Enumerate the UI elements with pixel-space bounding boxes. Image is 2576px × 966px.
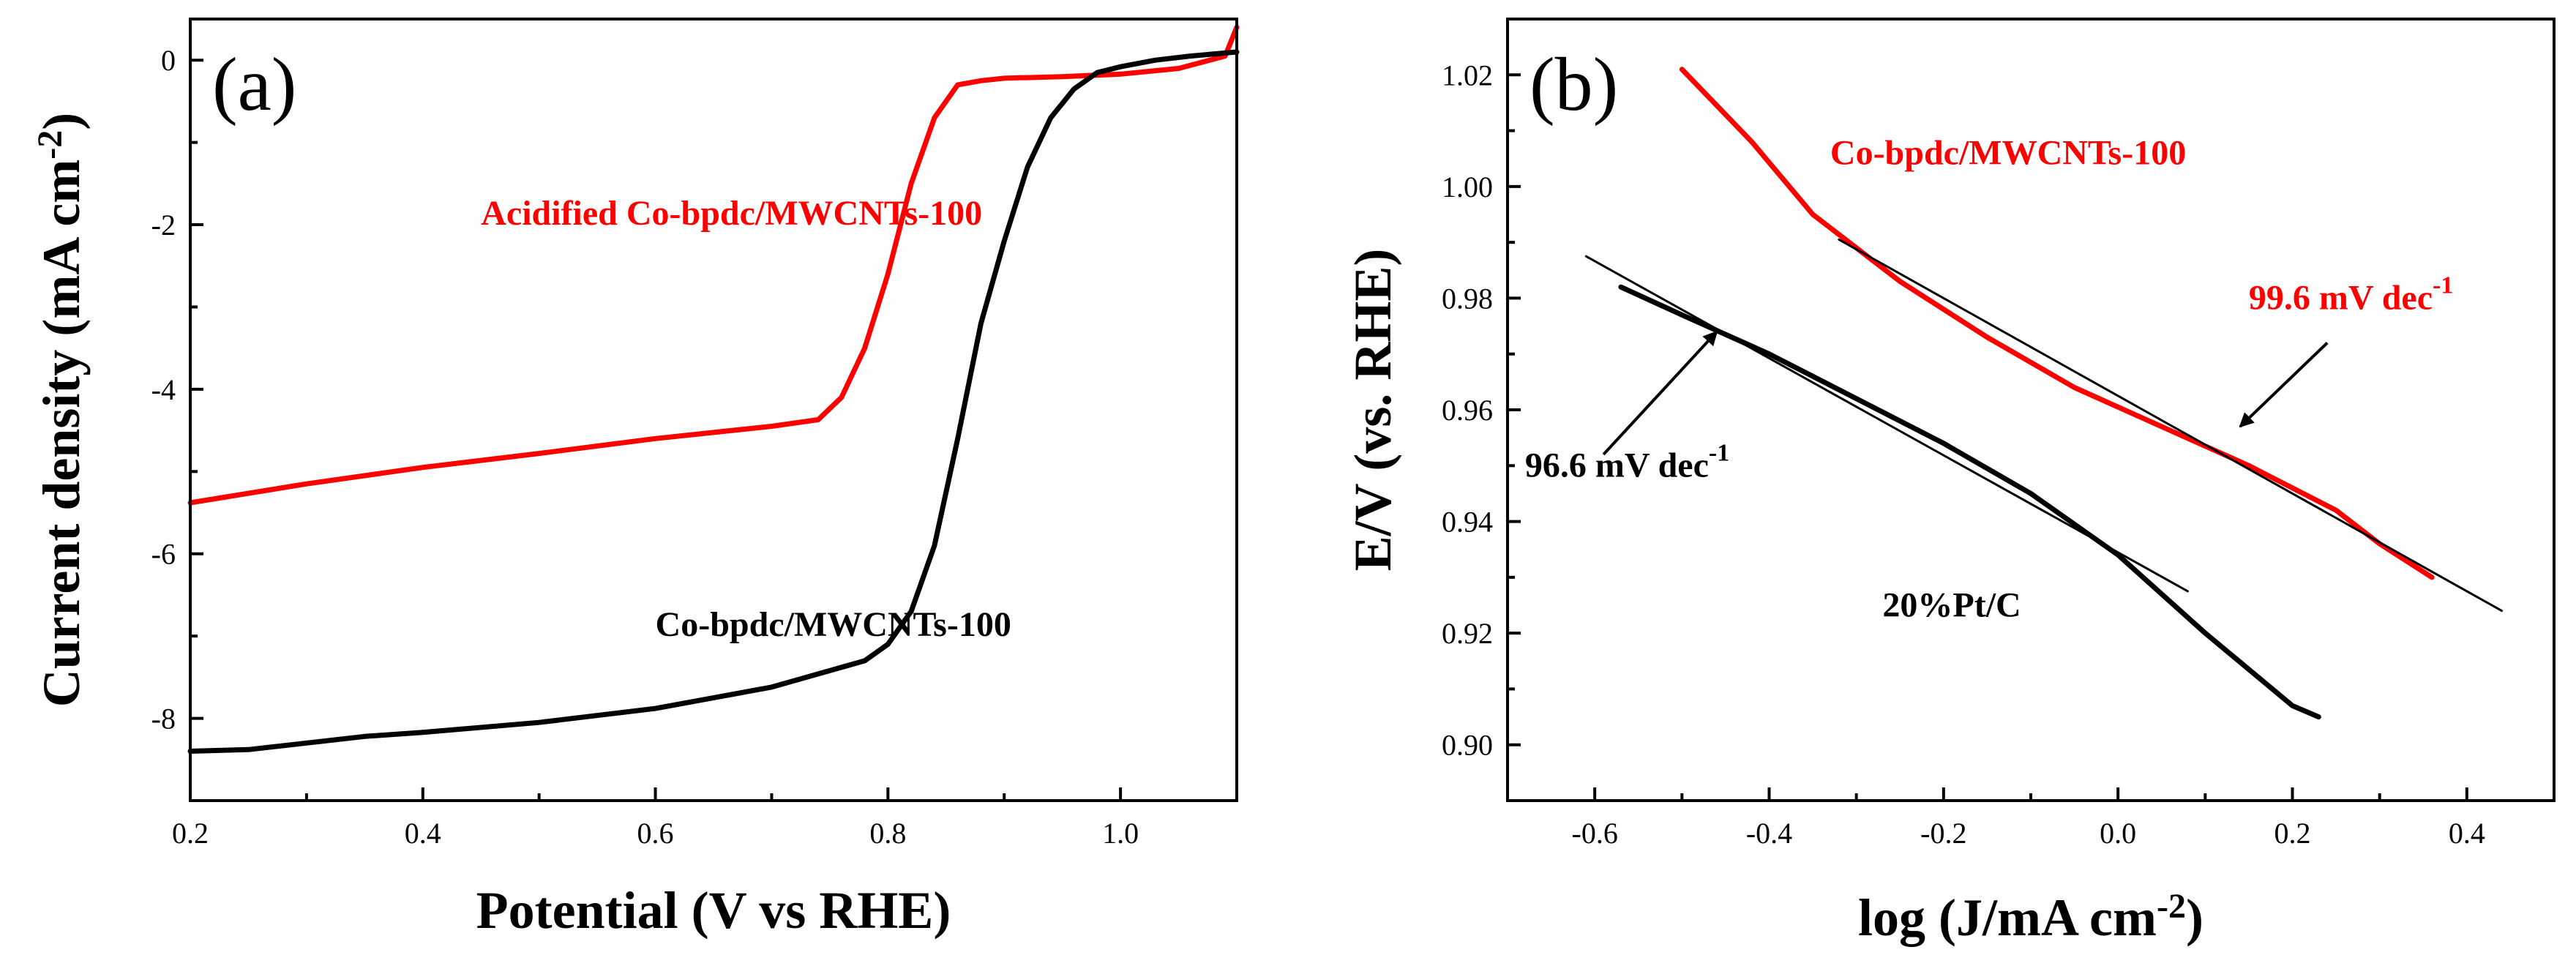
panel-a-x-axis-title: Potential (V vs RHE): [476, 881, 951, 940]
panel-a-annotation-co-bpdc: Co-bpdc/MWCNTs-100: [656, 605, 1011, 644]
panel-b-arrow: [2239, 342, 2329, 428]
panel-b-x-tick-label: 0.0: [2100, 817, 2136, 850]
panel-a-series: [187, 24, 1240, 754]
panel-b-label: (b): [1530, 42, 1618, 127]
panel-b-ticks: -0.6 -0.4 -0.2 0.0 0.2 0.4 0.90 0.92 0.94 0.96 0.9…: [1442, 59, 2485, 850]
panel-a-y-tick-label: -2: [151, 209, 176, 242]
panel-b-series-fit-co-bpdc-mwcnts-100: [1838, 238, 2503, 613]
panel-b-x-title-main: log (J/mA cm: [1858, 888, 2157, 947]
panel-b-frame: [1506, 18, 2556, 802]
panel-b-series-20-pt-c: [1618, 284, 2321, 720]
panel-a-annotation-acidified: Acidified Co-bpdc/MWCNTs-100: [481, 194, 982, 233]
panel-b-series-co-bpdc-mwcnts-100: [1679, 67, 2435, 580]
panel-b-y-tick-label: 0.94: [1442, 506, 1493, 539]
panel-a-y-tick-label: -6: [151, 538, 176, 571]
panel-b-slope-red-sup: -1: [2433, 272, 2453, 299]
panel-b-x-tick-label: 0.4: [2449, 817, 2485, 850]
panel-a-x-tick-label: 0.6: [637, 817, 674, 850]
panel-b-y-tick-label: 1.00: [1442, 171, 1493, 203]
panel-b-slope-red-main: 99.6 mV dec: [2249, 279, 2433, 318]
panel-b-x-tick-label: -0.2: [1920, 817, 1966, 850]
panel-b-x-title-sup: -2: [2157, 887, 2186, 926]
panel-b-y-tick-label: 1.02: [1442, 59, 1493, 91]
panel-b-arrow: [1602, 330, 1718, 456]
panel-b-series: [1584, 67, 2503, 720]
panel-b: -0.6 -0.4 -0.2 0.0 0.2 0.4 0.90 0.92 0.94 0.96 0.9…: [1344, 18, 2556, 947]
panel-b-x-tick-label: -0.4: [1746, 817, 1792, 850]
panel-a-x-tick-label: 0.8: [869, 817, 906, 850]
panel-b-x-tick-label: 0.2: [2274, 817, 2311, 850]
panel-b-y-tick-label: 0.98: [1442, 282, 1493, 315]
panel-a-y-tick-label: 0: [161, 44, 176, 77]
panel-a-x-tick-label: 1.0: [1102, 817, 1139, 850]
panel-b-y-axis-title: E/V (vs. RHE): [1344, 249, 1402, 572]
panel-a-y-tick-label: -8: [151, 703, 176, 735]
panel-a-y-title-close: ): [32, 113, 91, 130]
panel-a-label: (a): [212, 42, 296, 127]
panel-b-y-tick-label: 0.92: [1442, 617, 1493, 650]
panel-b-x-title-close: ): [2186, 888, 2204, 947]
panel-a-y-tick-label: -4: [151, 373, 176, 406]
panel-b-annotation-pt-c: 20%Pt/C: [1882, 585, 2021, 624]
panel-b-slope-black-sup: -1: [1709, 440, 1729, 467]
panel-a-frame: [189, 18, 1238, 802]
panel-b-y-tick-label: 0.90: [1442, 729, 1493, 762]
panel-a-x-tick-label: 0.2: [172, 817, 209, 850]
panel-a-y-title-main: Current density (mA cm: [32, 160, 91, 708]
panel-a-y-title-sup: -2: [31, 130, 70, 160]
panel-b-series-fit-20-pt-c: [1584, 255, 2189, 593]
panel-a-series-co-bpdc-mwcnts-100: [187, 49, 1240, 754]
panel-a-series-acidified-co-bpdc-mwcnts-100: [187, 24, 1240, 506]
panel-b-x-axis-title: log (J/mA cm-2): [1858, 887, 2204, 947]
panel-a: 0.2 0.4 0.6 0.8 1.0 0 -2 -4 -6 -8 (a) Acidified C…: [31, 18, 1240, 940]
panel-b-y-tick-label: 0.96: [1442, 394, 1493, 427]
panel-b-slope-label-red: 99.6 mV dec-1: [2249, 272, 2453, 318]
panel-a-x-tick-label: 0.4: [405, 817, 441, 850]
panel-a-ticks: 0.2 0.4 0.6 0.8 1.0 0 -2 -4 -6 -8: [151, 44, 1139, 850]
panel-b-annotation-co-bpdc: Co-bpdc/MWCNTs-100: [1830, 133, 2186, 172]
panel-b-x-tick-label: -0.6: [1572, 817, 1618, 850]
panel-b-slope-black-main: 96.6 mV dec: [1525, 446, 1709, 485]
panel-a-y-axis-title: Current density (mA cm-2): [31, 113, 91, 708]
panel-b-slope-label-black: 96.6 mV dec-1: [1525, 440, 1729, 485]
